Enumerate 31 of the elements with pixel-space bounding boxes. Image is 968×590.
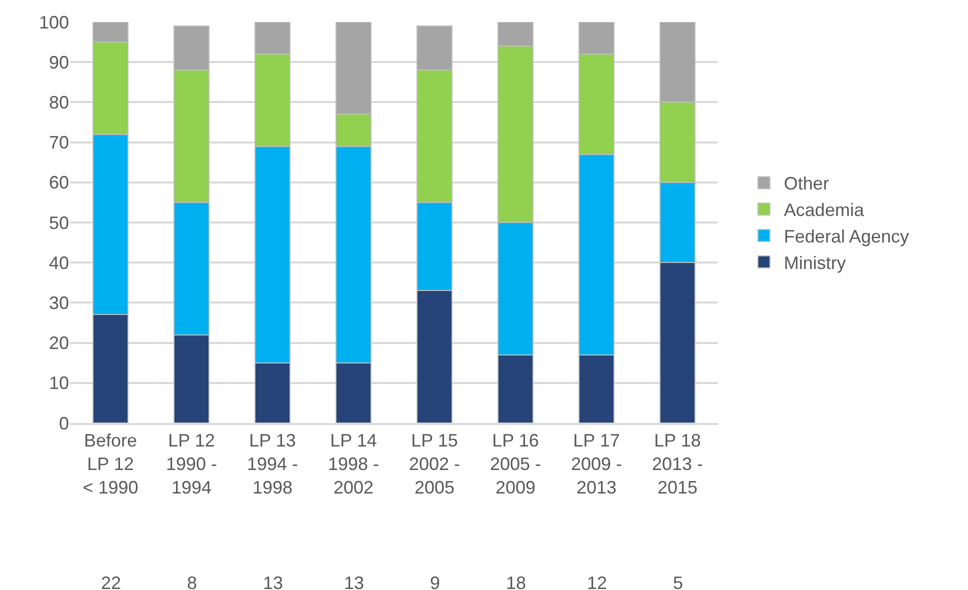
y-tick-label: 40 [48,252,69,273]
text: 9 [430,573,440,590]
x-tick-label: LP 13 1994 - 1998 [246,430,298,498]
x-tick-label: LP 14 1998 - 2002 [328,430,380,498]
legend-label: Academia [784,200,865,220]
y-tick-label: 90 [48,52,69,72]
text: 8 [187,573,198,590]
y-tick-label: 80 [48,92,69,112]
text: 13 [344,573,364,590]
y-tick-label: 10 [48,373,69,394]
text: 22 [101,573,122,590]
y-tick-label: 30 [48,293,69,313]
x-tick-label: LP 15 2002 - 2005 [408,430,460,498]
y-tick-label: 0 [58,413,69,434]
text: 13 [263,573,284,590]
legend-label: Other [784,174,829,194]
x-tick-label: LP 12 1990 - 1994 [166,430,218,498]
x-tick-label: LP 18 2013 - 2015 [652,430,704,498]
x-tick-label: LP 16 2005 - 2009 [490,430,542,498]
y-tick-label: 100 [38,12,69,32]
y-tick-label: 70 [48,132,69,153]
x-tick-label: LP 17 2009 - 2013 [570,430,622,498]
legend-label: Federal Agency [784,226,909,247]
legend-label: Ministry [784,252,846,273]
y-tick-label: 50 [48,212,69,233]
text: 5 [673,573,684,590]
x-tick-label: Before LP 12 < 1990 [82,430,138,498]
text: 18 [506,573,526,590]
y-tick-label: 60 [48,172,69,193]
y-tick-label: 20 [48,333,69,354]
text: 12 [587,573,608,590]
